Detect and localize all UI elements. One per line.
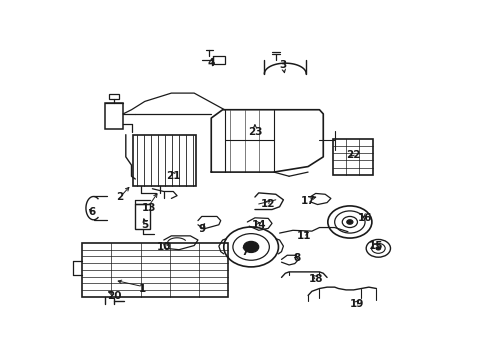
Text: 18: 18 xyxy=(308,274,323,284)
Text: 11: 11 xyxy=(297,231,312,241)
Text: 13: 13 xyxy=(141,203,156,213)
Text: 22: 22 xyxy=(346,150,361,161)
Text: 14: 14 xyxy=(251,220,266,230)
Bar xyxy=(333,139,372,175)
Text: 16: 16 xyxy=(358,213,372,223)
Bar xyxy=(105,103,123,129)
Bar xyxy=(109,94,119,99)
Text: 10: 10 xyxy=(156,242,171,252)
Text: 12: 12 xyxy=(261,199,275,209)
Bar xyxy=(213,56,225,64)
Text: 2: 2 xyxy=(117,192,124,202)
Bar xyxy=(82,243,228,297)
Text: 23: 23 xyxy=(247,127,262,137)
Text: 21: 21 xyxy=(166,171,180,181)
Circle shape xyxy=(244,242,259,252)
Text: 19: 19 xyxy=(350,299,365,309)
Circle shape xyxy=(376,247,381,250)
Text: 7: 7 xyxy=(242,247,249,257)
Text: 8: 8 xyxy=(293,253,300,263)
Bar xyxy=(135,204,150,229)
Bar xyxy=(133,135,196,186)
Text: 4: 4 xyxy=(208,58,215,68)
Text: 15: 15 xyxy=(369,240,384,251)
Text: 17: 17 xyxy=(301,196,316,206)
Text: 9: 9 xyxy=(198,224,205,234)
Text: 3: 3 xyxy=(280,60,287,70)
Text: 1: 1 xyxy=(139,284,147,293)
Circle shape xyxy=(347,220,353,224)
Text: 20: 20 xyxy=(107,291,122,301)
Text: 6: 6 xyxy=(88,207,95,217)
Text: 5: 5 xyxy=(141,220,148,230)
